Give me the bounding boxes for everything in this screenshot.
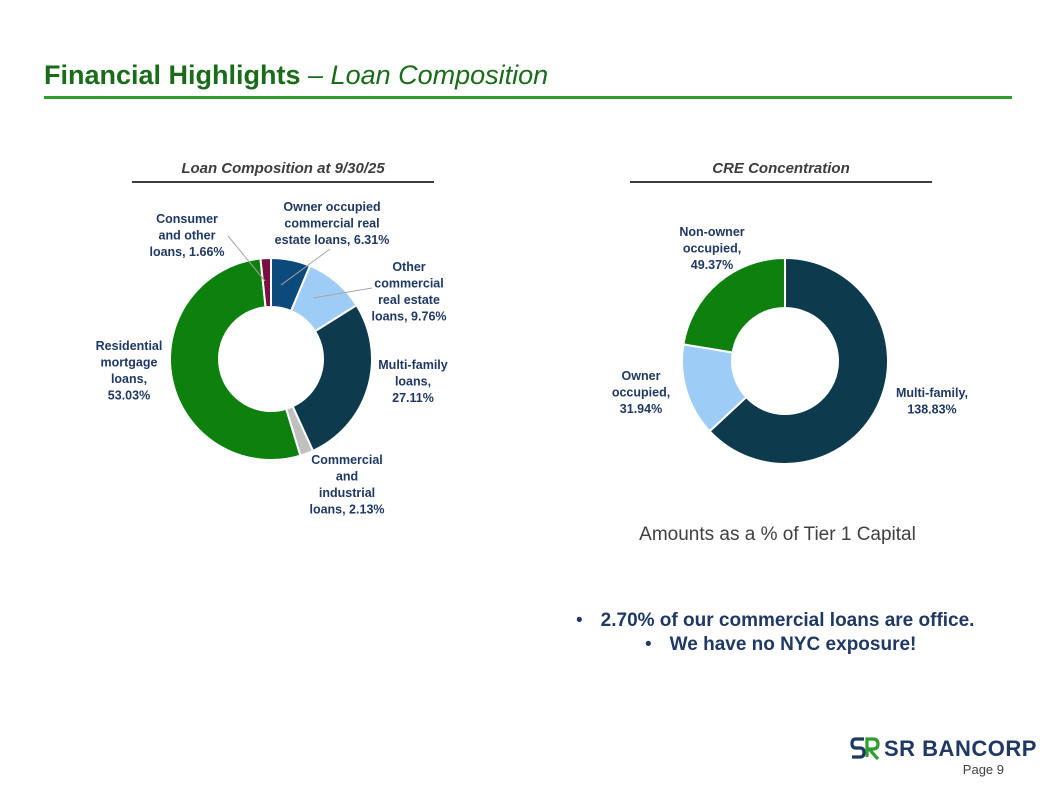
cre-caption: Amounts as a % of Tier 1 Capital xyxy=(639,524,916,545)
data-label-commercial-and-industrial-loans: Commercial and industrial loans, 2.13% xyxy=(309,453,384,517)
cre-concentration-underline xyxy=(630,181,932,183)
bullet-marker: • xyxy=(645,634,652,655)
donut-chart-2: Multi-family, 138.83% Owner occupied, 31.94%… xyxy=(612,225,968,465)
slice-multi-family-loans xyxy=(291,303,373,453)
loan-composition-underline xyxy=(132,181,434,183)
cre-concentration-title: CRE Concentration xyxy=(712,160,850,177)
data-label-owner-occupied: Owner occupied, 31.94% xyxy=(612,369,670,416)
page-title: Financial Highlights – Loan Composition xyxy=(44,60,548,91)
slice-consumer-and-other-loans xyxy=(259,256,272,309)
slice-multi-family xyxy=(708,256,889,465)
logo-text: SR BANCORP xyxy=(884,736,1037,761)
bullet-nyc: • We have no NYC exposure! xyxy=(645,634,916,656)
title-main: Financial Highlights xyxy=(44,60,301,90)
slice-non-owner-occupied xyxy=(682,256,786,354)
sr-logo-mark-icon xyxy=(850,737,880,761)
data-label-consumer-and-other-loans: Consumer and other loans, 1.66% xyxy=(149,212,224,259)
page-number: Page 9 xyxy=(962,762,1004,777)
bullet-nyc-text: We have no NYC exposure! xyxy=(669,634,917,655)
bullet-office: • 2.70% of our commercial loans are offic… xyxy=(576,610,974,632)
title-sub: – Loan Composition xyxy=(308,60,549,90)
leader-line-owner-occupied-commercial-real-estate-loans xyxy=(280,248,331,286)
donut-chart-1: Owner occupied commercial real estate loan… xyxy=(96,200,448,517)
leader-line-consumer-and-other-loans xyxy=(227,235,266,282)
title-rule xyxy=(44,96,1012,99)
bullet-marker: • xyxy=(576,610,583,631)
data-label-residential-mortgage-loans: Residential mortgage loans, 53.03% xyxy=(96,339,163,403)
data-label-multi-family-loans: Multi-family loans, 27.11% xyxy=(378,358,447,405)
leader-line-other-commercial-real-estate-loans xyxy=(312,287,373,299)
slice-residential-mortgage-loans xyxy=(168,257,302,461)
data-label-multi-family: Multi-family, 138.83% xyxy=(896,386,968,417)
sr-bancorp-logo: SR BANCORP xyxy=(850,734,1037,764)
bullet-office-text: 2.70% of our commercial loans are office… xyxy=(600,610,975,631)
data-label-non-owner-occupied: Non-owner occupied, 49.37% xyxy=(679,225,744,272)
data-label-owner-occupied-commercial-real-estate-loans: Owner occupied commercial real estate loan… xyxy=(275,200,390,247)
loan-composition-title: Loan Composition at 9/30/25 xyxy=(181,160,385,177)
data-label-other-commercial-real-estate-loans: Other commercial real estate loans, 9.76% xyxy=(371,260,446,324)
